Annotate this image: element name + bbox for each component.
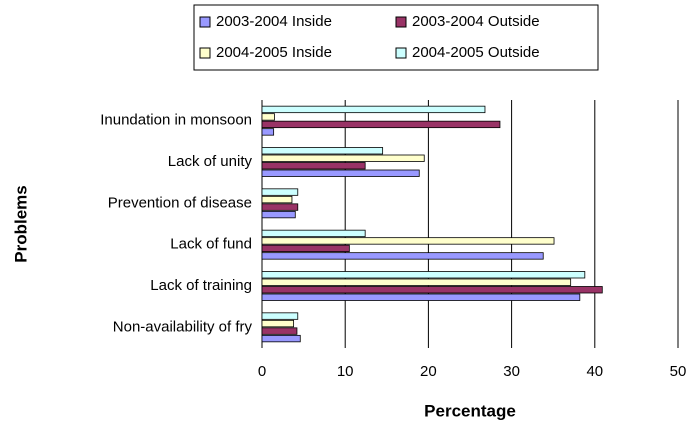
bar <box>261 195 293 204</box>
y-tick-label: Lack of training <box>150 277 252 294</box>
x-axis-label: Percentage <box>424 401 516 420</box>
bar <box>261 147 384 155</box>
bar <box>261 169 420 177</box>
legend-label: 2004-2005 Inside <box>216 44 332 61</box>
bar <box>261 286 603 294</box>
x-tick-label: 30 <box>503 363 520 380</box>
bar <box>261 319 295 328</box>
legend-swatch <box>199 16 211 28</box>
bar <box>261 252 544 260</box>
bar <box>261 229 366 238</box>
legend-swatch <box>395 16 407 28</box>
y-tick-label: Inundation in monsoon <box>100 112 252 129</box>
legend-swatch <box>199 47 211 59</box>
x-tick-label: 50 <box>670 363 687 380</box>
y-tick-label: Prevention of disease <box>108 194 252 211</box>
legend-box <box>193 4 599 71</box>
bar <box>261 113 275 121</box>
x-tick-label: 10 <box>337 363 354 380</box>
bar <box>261 154 425 162</box>
y-axis-label: Problems <box>11 185 30 262</box>
legend-swatch <box>395 47 407 59</box>
x-tick-label: 20 <box>420 363 437 380</box>
legend-label: 2003-2004 Inside <box>216 13 332 30</box>
bar <box>261 203 299 211</box>
bar <box>261 120 501 129</box>
y-tick-label: Lack of fund <box>170 236 252 253</box>
bar <box>261 334 301 343</box>
x-tick-label: 40 <box>586 363 603 380</box>
bar <box>261 327 298 335</box>
y-tick-label: Non-availability of fry <box>113 318 253 335</box>
bar <box>261 162 366 170</box>
bar <box>261 210 296 219</box>
bar <box>261 271 586 279</box>
legend-label: 2003-2004 Outside <box>412 13 540 30</box>
bar <box>261 278 572 286</box>
bar <box>261 105 486 114</box>
x-tick-label: 0 <box>258 363 266 380</box>
bar <box>261 312 299 320</box>
bar <box>261 237 555 245</box>
bar <box>261 293 581 301</box>
legend-label: 2004-2005 Outside <box>412 44 540 61</box>
bar <box>261 128 275 136</box>
bar <box>261 244 350 253</box>
y-tick-label: Lack of unity <box>168 153 253 170</box>
bar <box>261 188 299 196</box>
